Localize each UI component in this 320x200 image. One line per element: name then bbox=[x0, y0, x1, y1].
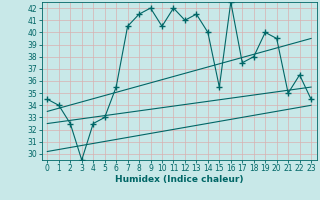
X-axis label: Humidex (Indice chaleur): Humidex (Indice chaleur) bbox=[115, 175, 244, 184]
